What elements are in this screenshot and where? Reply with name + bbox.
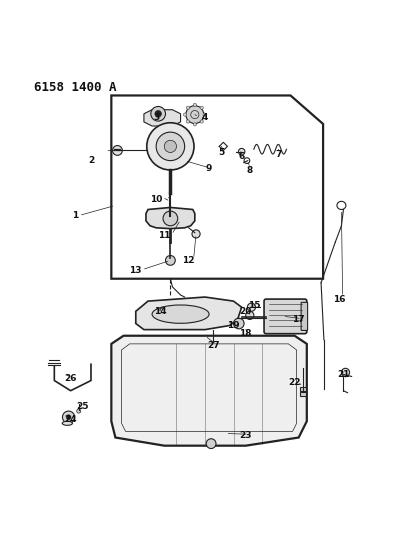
Text: 19: 19 (227, 321, 239, 330)
Circle shape (186, 106, 189, 109)
Ellipse shape (152, 305, 209, 324)
Text: 9: 9 (205, 164, 212, 173)
Bar (299, 392, 305, 396)
Circle shape (245, 311, 253, 319)
Circle shape (202, 113, 206, 116)
Text: 5: 5 (218, 148, 224, 157)
Circle shape (146, 123, 193, 170)
Circle shape (233, 318, 243, 329)
FancyBboxPatch shape (300, 302, 307, 330)
Text: 11: 11 (157, 231, 170, 240)
Text: 24: 24 (64, 415, 77, 424)
Text: 1: 1 (72, 211, 78, 220)
Circle shape (191, 230, 200, 238)
Text: 18: 18 (239, 329, 252, 338)
Text: 15: 15 (247, 301, 259, 310)
Text: 3: 3 (153, 114, 159, 123)
Circle shape (151, 107, 165, 121)
Circle shape (238, 148, 244, 155)
Circle shape (165, 255, 175, 265)
Circle shape (341, 368, 349, 376)
Circle shape (164, 140, 176, 152)
Circle shape (62, 411, 74, 423)
Text: 2: 2 (88, 156, 94, 165)
Circle shape (185, 106, 203, 124)
Circle shape (200, 120, 203, 123)
Text: 6: 6 (238, 152, 244, 161)
Bar (299, 386, 305, 391)
Circle shape (247, 303, 255, 311)
Text: 10: 10 (150, 195, 162, 204)
Circle shape (155, 110, 161, 117)
Text: 26: 26 (64, 374, 76, 383)
Text: 23: 23 (239, 431, 252, 440)
Text: 21: 21 (336, 370, 349, 379)
Circle shape (206, 439, 216, 449)
Text: 6158 1400 A: 6158 1400 A (34, 81, 116, 94)
Circle shape (155, 306, 163, 314)
Text: 20: 20 (239, 307, 251, 316)
Text: 8: 8 (246, 166, 252, 175)
Circle shape (76, 409, 81, 413)
Circle shape (163, 211, 177, 226)
Polygon shape (111, 336, 306, 446)
Circle shape (66, 415, 71, 419)
Circle shape (193, 123, 196, 126)
Text: 4: 4 (201, 114, 208, 123)
Text: 13: 13 (129, 266, 142, 275)
Polygon shape (146, 207, 194, 229)
Text: 25: 25 (76, 402, 89, 411)
Text: 14: 14 (153, 307, 166, 316)
Polygon shape (135, 297, 241, 329)
Text: 12: 12 (182, 256, 195, 265)
Text: 7: 7 (274, 150, 281, 159)
Circle shape (156, 132, 184, 160)
Circle shape (200, 106, 203, 109)
Circle shape (112, 146, 122, 155)
Polygon shape (144, 110, 180, 126)
Circle shape (193, 103, 196, 107)
FancyBboxPatch shape (263, 299, 306, 334)
Ellipse shape (62, 421, 72, 425)
Text: 16: 16 (333, 295, 345, 304)
Circle shape (186, 120, 189, 123)
Circle shape (183, 113, 186, 116)
Text: 17: 17 (292, 315, 304, 324)
Text: 22: 22 (288, 378, 300, 387)
Text: 27: 27 (206, 342, 219, 350)
